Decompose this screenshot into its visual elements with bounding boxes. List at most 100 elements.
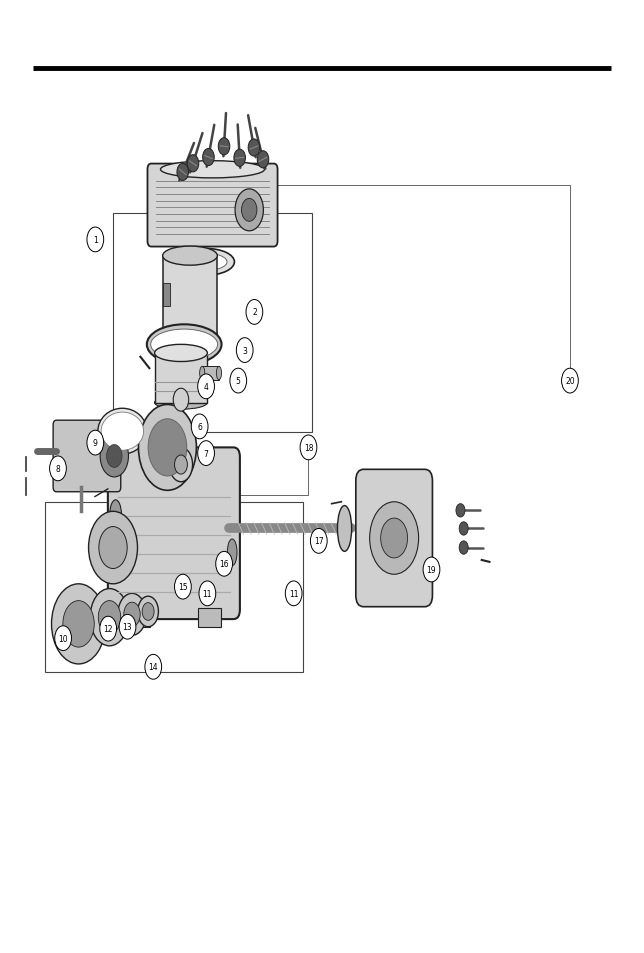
Ellipse shape (227, 539, 237, 566)
Ellipse shape (151, 330, 218, 360)
Circle shape (87, 431, 104, 456)
Circle shape (138, 405, 196, 491)
Circle shape (235, 190, 263, 232)
Text: 14: 14 (149, 662, 158, 672)
Circle shape (562, 369, 578, 394)
Circle shape (230, 369, 247, 394)
Bar (127, 608, 150, 627)
Circle shape (107, 445, 122, 468)
Circle shape (459, 541, 468, 555)
FancyBboxPatch shape (355, 470, 432, 607)
Text: 2: 2 (252, 308, 257, 317)
Circle shape (100, 436, 129, 477)
Circle shape (234, 150, 245, 167)
Circle shape (248, 140, 260, 157)
Text: 20: 20 (565, 376, 574, 386)
Text: 15: 15 (178, 582, 187, 592)
Circle shape (257, 152, 269, 169)
Bar (198, 608, 221, 627)
Ellipse shape (160, 162, 265, 179)
Ellipse shape (185, 253, 227, 271)
Text: 3: 3 (242, 346, 247, 355)
Bar (162, 256, 218, 335)
Circle shape (119, 615, 136, 639)
Ellipse shape (109, 500, 122, 529)
Circle shape (100, 617, 117, 641)
Ellipse shape (162, 247, 217, 266)
Text: 17: 17 (314, 537, 323, 546)
Circle shape (63, 601, 94, 647)
Text: 19: 19 (427, 565, 436, 575)
Circle shape (423, 558, 440, 582)
Circle shape (142, 603, 154, 620)
Ellipse shape (337, 506, 352, 552)
Circle shape (124, 602, 140, 627)
FancyBboxPatch shape (53, 421, 121, 492)
Circle shape (138, 597, 158, 627)
Circle shape (370, 502, 419, 575)
Ellipse shape (162, 327, 217, 342)
Circle shape (87, 228, 104, 253)
Circle shape (381, 518, 408, 558)
FancyBboxPatch shape (108, 448, 240, 619)
Ellipse shape (200, 367, 205, 380)
Text: 10: 10 (59, 634, 68, 643)
Circle shape (89, 512, 138, 584)
Circle shape (55, 626, 71, 651)
Circle shape (52, 584, 106, 664)
Bar (113, 213, 312, 433)
Circle shape (191, 415, 208, 439)
Bar (202, 367, 219, 380)
Ellipse shape (98, 409, 147, 455)
Text: 11: 11 (203, 589, 212, 598)
Circle shape (203, 150, 214, 167)
Circle shape (173, 389, 189, 412)
Circle shape (459, 522, 468, 536)
Circle shape (285, 581, 302, 606)
Circle shape (216, 552, 232, 577)
Bar (162, 284, 170, 307)
Ellipse shape (147, 325, 222, 365)
Text: 5: 5 (236, 376, 241, 386)
Circle shape (169, 448, 193, 482)
Circle shape (175, 575, 191, 599)
Text: 7: 7 (204, 449, 209, 458)
Circle shape (175, 456, 187, 475)
Circle shape (242, 199, 257, 222)
Circle shape (198, 441, 214, 466)
Circle shape (187, 155, 199, 172)
Circle shape (177, 164, 189, 181)
Text: 16: 16 (220, 559, 229, 569)
Text: 18: 18 (304, 443, 313, 453)
Circle shape (456, 504, 465, 517)
Circle shape (300, 436, 317, 460)
Circle shape (198, 375, 214, 399)
Circle shape (218, 138, 230, 155)
Text: 4: 4 (204, 382, 209, 392)
Circle shape (199, 581, 216, 606)
Circle shape (99, 527, 128, 569)
Bar (155, 354, 207, 403)
FancyBboxPatch shape (147, 164, 278, 247)
Ellipse shape (155, 396, 207, 410)
Circle shape (99, 601, 120, 634)
Ellipse shape (155, 345, 207, 362)
Circle shape (246, 300, 263, 325)
Circle shape (50, 456, 66, 481)
Circle shape (118, 594, 146, 636)
Text: 13: 13 (123, 622, 132, 632)
Text: 9: 9 (93, 438, 98, 448)
Text: 11: 11 (289, 589, 298, 598)
Circle shape (145, 655, 162, 679)
Circle shape (310, 529, 327, 554)
Circle shape (236, 338, 253, 363)
Ellipse shape (216, 367, 222, 380)
Text: 8: 8 (55, 464, 61, 474)
Bar (45, 502, 303, 672)
Ellipse shape (101, 413, 144, 451)
Ellipse shape (178, 249, 234, 276)
Text: 6: 6 (197, 422, 202, 432)
Circle shape (90, 589, 129, 646)
Text: 12: 12 (104, 624, 113, 634)
Text: 1: 1 (93, 235, 98, 245)
